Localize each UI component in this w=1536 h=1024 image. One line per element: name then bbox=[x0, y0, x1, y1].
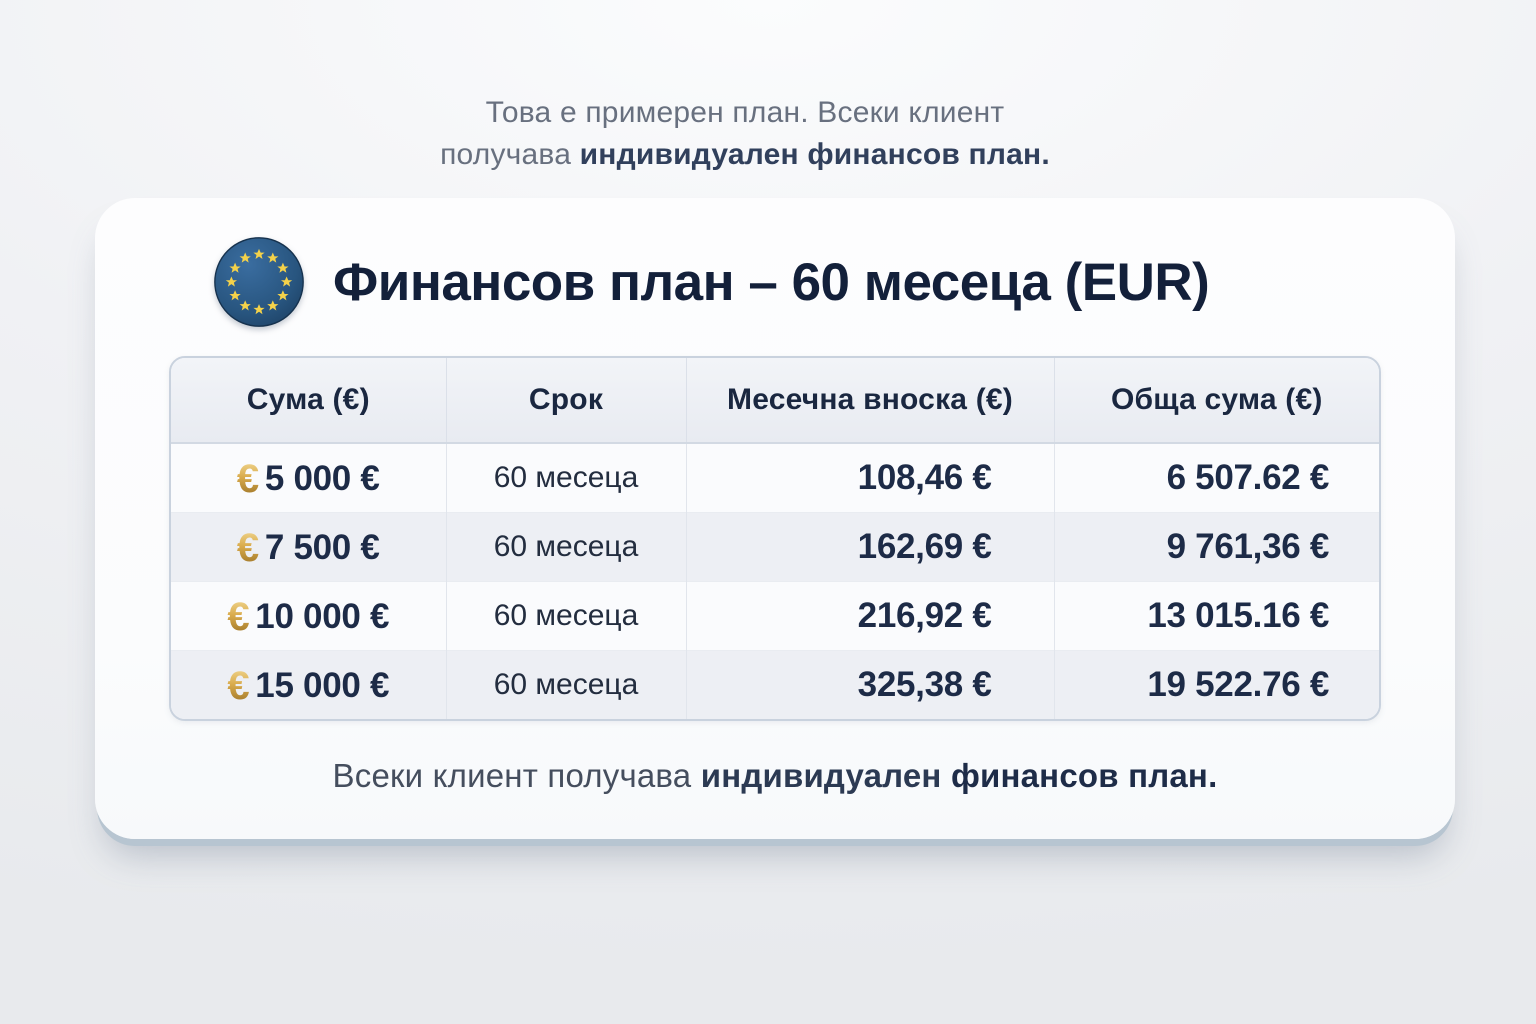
finance-plan-card: Финансов план – 60 месеца (EUR) Сума (€)… bbox=[95, 198, 1455, 839]
total-sum-cell: 9 761,36 € bbox=[1054, 511, 1379, 581]
finance-table-container: Сума (€) Срок Месечна вноска (€) Обща су… bbox=[169, 356, 1381, 721]
header-total: Обща сума (€) bbox=[1054, 358, 1379, 444]
footer-bold: финансов план. bbox=[950, 757, 1218, 794]
table-header-row: Сума (€) Срок Месечна вноска (€) Обща су… bbox=[171, 358, 1379, 444]
monthly-payment-cell: 162,69 € bbox=[686, 511, 1055, 581]
footer-regular: Всеки клиент получава bbox=[332, 757, 701, 794]
top-disclaimer: Това е примерен план. Всеки клиент получ… bbox=[0, 92, 1490, 176]
term-cell: 60 месеца bbox=[446, 442, 687, 512]
gold-euro-icon: € bbox=[236, 457, 259, 502]
footer-semibold: индивидуален bbox=[700, 757, 951, 794]
gold-euro-icon: € bbox=[227, 595, 250, 639]
amount-value: 5 000 € bbox=[264, 459, 380, 499]
monthly-payment-cell: 108,46 € bbox=[686, 442, 1055, 512]
amount-cell: €5 000 € bbox=[171, 442, 447, 512]
monthly-payment-cell: 325,38 € bbox=[686, 649, 1055, 719]
finance-table: Сума (€) Срок Месечна вноска (€) Обща су… bbox=[171, 358, 1379, 719]
amount-value: 7 500 € bbox=[264, 528, 380, 567]
card-title: Финансов план – 60 месеца (EUR) bbox=[333, 252, 1210, 312]
amount-value: 10 000 € bbox=[255, 597, 390, 636]
amount-cell: €10 000 € bbox=[171, 580, 447, 650]
term-cell: 60 месеца bbox=[446, 511, 687, 581]
total-sum-cell: 13 015.16 € bbox=[1054, 580, 1379, 650]
card-footer-note: Всеки клиент получава индивидуален финан… bbox=[139, 757, 1411, 795]
total-sum-cell: 19 522.76 € bbox=[1054, 649, 1379, 719]
header-monthly: Месечна вноска (€) bbox=[686, 358, 1055, 444]
table-row: €10 000 € 60 месеца 216,92 € 13 015.16 € bbox=[171, 580, 1379, 650]
table-row: €15 000 € 60 месеца 325,38 € 19 522.76 € bbox=[171, 649, 1379, 719]
table-row: €5 000 € 60 месеца 108,46 € 6 507.62 € bbox=[171, 442, 1379, 512]
gold-euro-icon: € bbox=[236, 526, 259, 570]
table-row: €7 500 € 60 месеца 162,69 € 9 761,36 € bbox=[171, 511, 1379, 581]
amount-value: 15 000 € bbox=[255, 666, 390, 706]
term-cell: 60 месеца bbox=[446, 649, 687, 719]
eu-flag-icon bbox=[214, 237, 304, 327]
amount-cell: €7 500 € bbox=[171, 511, 447, 581]
card-title-row: Финансов план – 60 месеца (EUR) bbox=[213, 236, 1411, 328]
disclaimer-line2-bold: индивидуален финансов план. bbox=[579, 138, 1050, 171]
disclaimer-line1: Това е примерен план. Всеки клиент bbox=[485, 96, 1005, 129]
total-sum-cell: 6 507.62 € bbox=[1054, 442, 1379, 512]
term-cell: 60 месеца bbox=[446, 580, 687, 650]
amount-cell: €15 000 € bbox=[171, 649, 447, 719]
header-amount: Сума (€) bbox=[171, 358, 447, 444]
gold-euro-icon: € bbox=[227, 664, 250, 709]
header-term: Срок bbox=[446, 358, 687, 444]
disclaimer-line2-regular: получава bbox=[440, 138, 580, 171]
monthly-payment-cell: 216,92 € bbox=[686, 580, 1055, 650]
